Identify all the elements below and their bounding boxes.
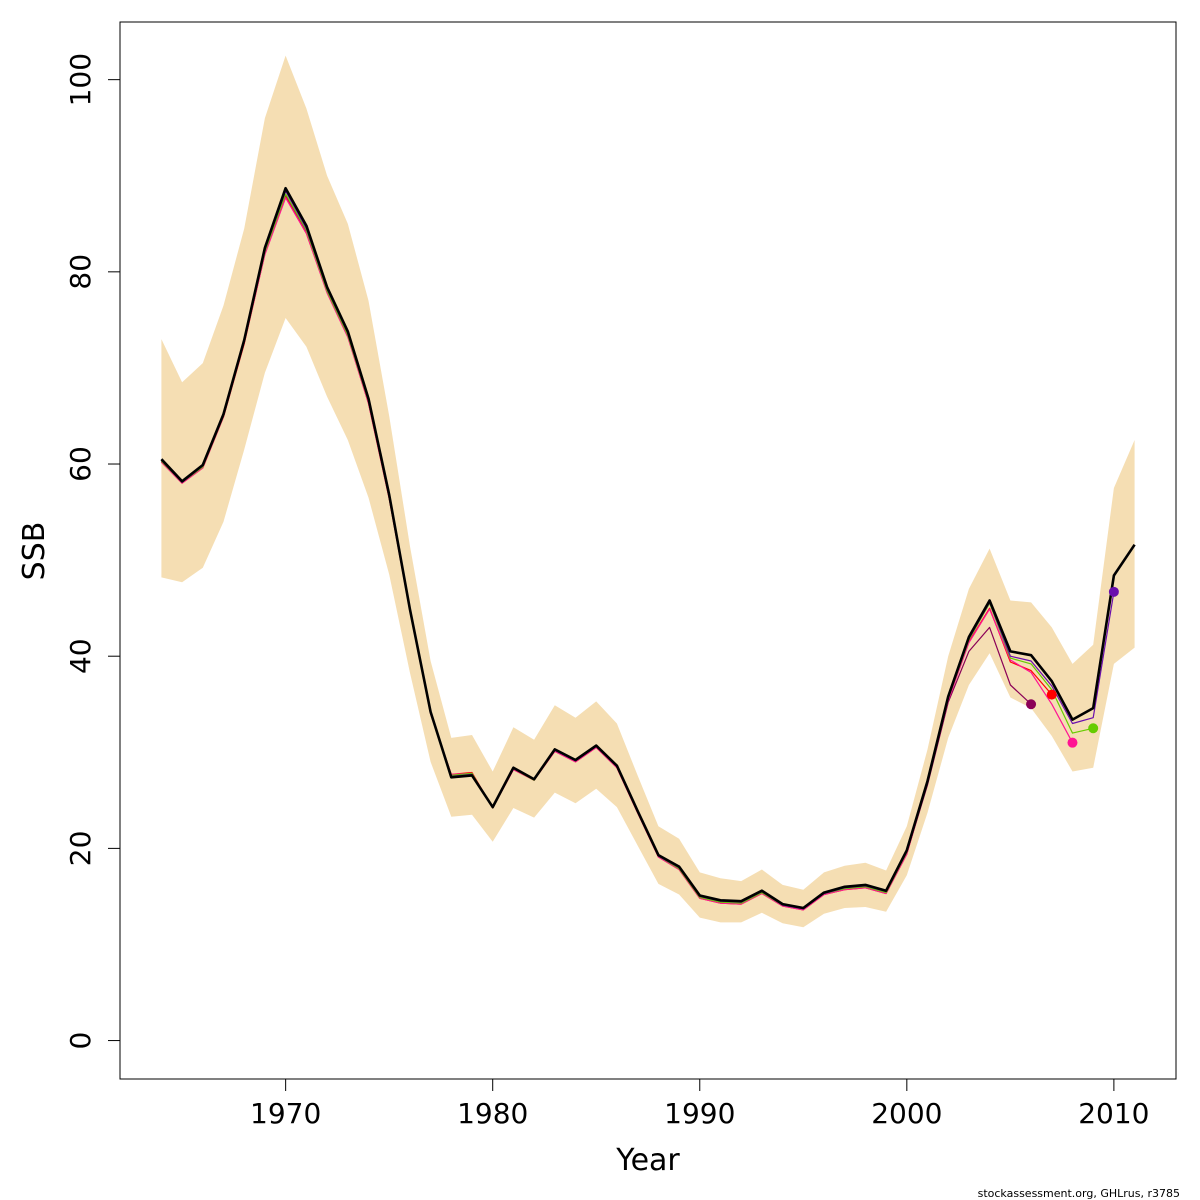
terminal-point-2010 xyxy=(1108,586,1119,597)
series-line-main xyxy=(160,186,1136,910)
terminal-point-2006 xyxy=(1026,699,1037,710)
x-tick-label: 1990 xyxy=(664,1097,735,1130)
confidence-band xyxy=(161,55,1135,928)
y-tick-label: 20 xyxy=(64,831,97,867)
terminal-point-2008 xyxy=(1067,737,1078,748)
y-tick-label: 40 xyxy=(64,638,97,674)
y-axis: 0 20 40 60 80 100 xyxy=(64,53,121,1050)
credit-text: stockassessment.org, GHLrus, r3785 xyxy=(978,1187,1180,1200)
x-tick-label: 1980 xyxy=(457,1097,528,1130)
x-tick-label: 2000 xyxy=(871,1097,942,1130)
x-axis: 1970 1980 1990 2000 2010 xyxy=(250,1078,1150,1130)
terminal-point-2009 xyxy=(1088,723,1099,734)
x-tick-label: 2010 xyxy=(1078,1097,1149,1130)
series-lines xyxy=(160,186,1136,911)
band-area xyxy=(161,55,1135,928)
terminal-points xyxy=(1026,586,1119,748)
y-tick-label: 60 xyxy=(64,446,97,482)
y-tick-label: 100 xyxy=(64,53,97,106)
x-tick-label: 1970 xyxy=(250,1097,321,1130)
y-axis-title: SSB xyxy=(17,522,52,581)
y-tick-label: 0 xyxy=(64,1032,97,1050)
terminal-point-2007 xyxy=(1046,689,1057,700)
y-tick-label: 80 xyxy=(64,254,97,290)
x-axis-title: Year xyxy=(615,1143,680,1178)
